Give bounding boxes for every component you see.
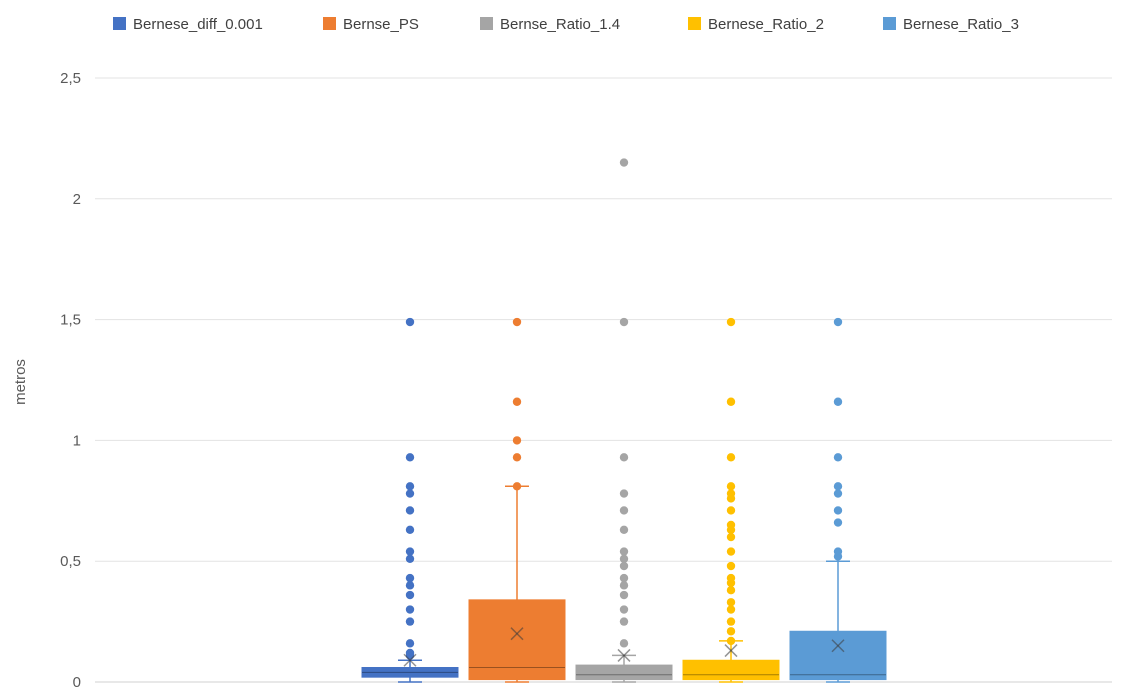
outlier-point	[619, 547, 629, 556]
y-tick-label: 0,5	[60, 553, 81, 570]
y-axis-label: metros	[12, 359, 29, 405]
y-tick-label: 1	[73, 432, 81, 449]
outlier-point	[619, 554, 629, 563]
outlier-point	[512, 453, 522, 462]
outlier-point	[619, 581, 629, 590]
outlier-point	[619, 317, 629, 327]
outlier-point	[726, 547, 736, 556]
outlier-point	[833, 482, 843, 491]
outlier-point	[726, 532, 736, 542]
mean-marker	[403, 653, 417, 667]
outlier-point	[405, 590, 415, 600]
outlier-point	[619, 525, 629, 534]
outlier-point	[833, 547, 843, 556]
gridlines	[95, 77, 1112, 683]
outlier-point	[833, 397, 843, 406]
outlier-point	[619, 158, 629, 167]
outlier-point	[726, 506, 736, 515]
outlier-point	[726, 636, 736, 646]
legend-swatch	[113, 17, 126, 30]
outlier-point	[405, 573, 415, 583]
box-iqr	[682, 659, 780, 681]
outlier-point	[405, 482, 415, 491]
outlier-point	[619, 617, 629, 626]
outlier-point	[512, 397, 522, 406]
outlier-point	[619, 639, 629, 648]
outlier-point	[619, 561, 629, 571]
box-iqr	[361, 667, 459, 678]
box-iqr	[789, 630, 887, 681]
outlier-point	[726, 520, 736, 530]
legend-swatch	[883, 17, 896, 30]
legend-swatch	[480, 17, 493, 30]
mean-marker	[617, 648, 631, 662]
outlier-point	[833, 489, 843, 498]
outlier-point	[619, 489, 629, 498]
y-axis-ticks: 0 0,5 1 1,5 2 2,5	[60, 70, 81, 691]
outlier-point	[405, 489, 415, 498]
box-series	[361, 158, 887, 683]
box-group	[789, 317, 887, 683]
y-tick-label: 0	[73, 674, 81, 691]
legend-entry: Bernese_diff_0.001	[133, 16, 263, 33]
outlier-point	[833, 453, 843, 462]
outlier-point	[833, 317, 843, 327]
outlier-point	[726, 397, 736, 406]
box-group	[682, 317, 780, 683]
mean-marker	[724, 644, 738, 658]
y-tick-label: 2	[73, 191, 81, 208]
outlier-point	[726, 453, 736, 462]
legend-entry: Bernse_Ratio_1.4	[500, 16, 620, 33]
y-tick-label: 1,5	[60, 312, 81, 329]
outlier-point	[619, 573, 629, 583]
outlier-point	[726, 598, 736, 607]
outlier-point	[405, 581, 415, 590]
outlier-point	[405, 639, 415, 648]
outlier-point	[405, 317, 415, 327]
outlier-point	[726, 605, 736, 614]
outlier-point	[726, 627, 736, 636]
outlier-point	[405, 605, 415, 614]
outlier-point	[405, 506, 415, 515]
outlier-point	[405, 525, 415, 534]
outlier-point	[405, 554, 415, 563]
legend-swatch	[688, 17, 701, 30]
outlier-point	[726, 573, 736, 583]
box-group	[361, 317, 459, 683]
outlier-point	[726, 585, 736, 595]
legend-swatch	[323, 17, 336, 30]
outlier-point	[726, 482, 736, 491]
box-iqr	[468, 599, 566, 681]
outlier-point	[726, 617, 736, 626]
outlier-point	[512, 482, 522, 491]
mean-marker	[510, 627, 524, 641]
outlier-point	[726, 561, 736, 571]
outlier-point	[405, 547, 415, 556]
outlier-point	[833, 506, 843, 515]
outlier-point	[619, 590, 629, 600]
box-group	[575, 158, 673, 683]
outlier-point	[512, 317, 522, 327]
legend: Bernese_diff_0.001 Bernse_PS Bernse_Ratio_…	[113, 16, 1019, 33]
legend-entry: Bernse_PS	[343, 16, 419, 33]
outlier-point	[726, 317, 736, 327]
outlier-point	[619, 506, 629, 515]
outlier-point	[619, 453, 629, 462]
box-group	[468, 317, 566, 683]
y-tick-label: 2,5	[60, 70, 81, 87]
legend-entry: Bernese_Ratio_2	[708, 16, 824, 33]
outlier-point	[405, 453, 415, 462]
outlier-point	[619, 605, 629, 614]
box-iqr	[575, 664, 673, 681]
outlier-point	[833, 518, 843, 527]
outlier-point	[726, 489, 736, 498]
legend-entry: Bernese_Ratio_3	[903, 16, 1019, 33]
outlier-point	[512, 436, 522, 445]
outlier-point	[405, 648, 415, 658]
outlier-point	[405, 617, 415, 626]
mean-marker	[831, 639, 845, 653]
